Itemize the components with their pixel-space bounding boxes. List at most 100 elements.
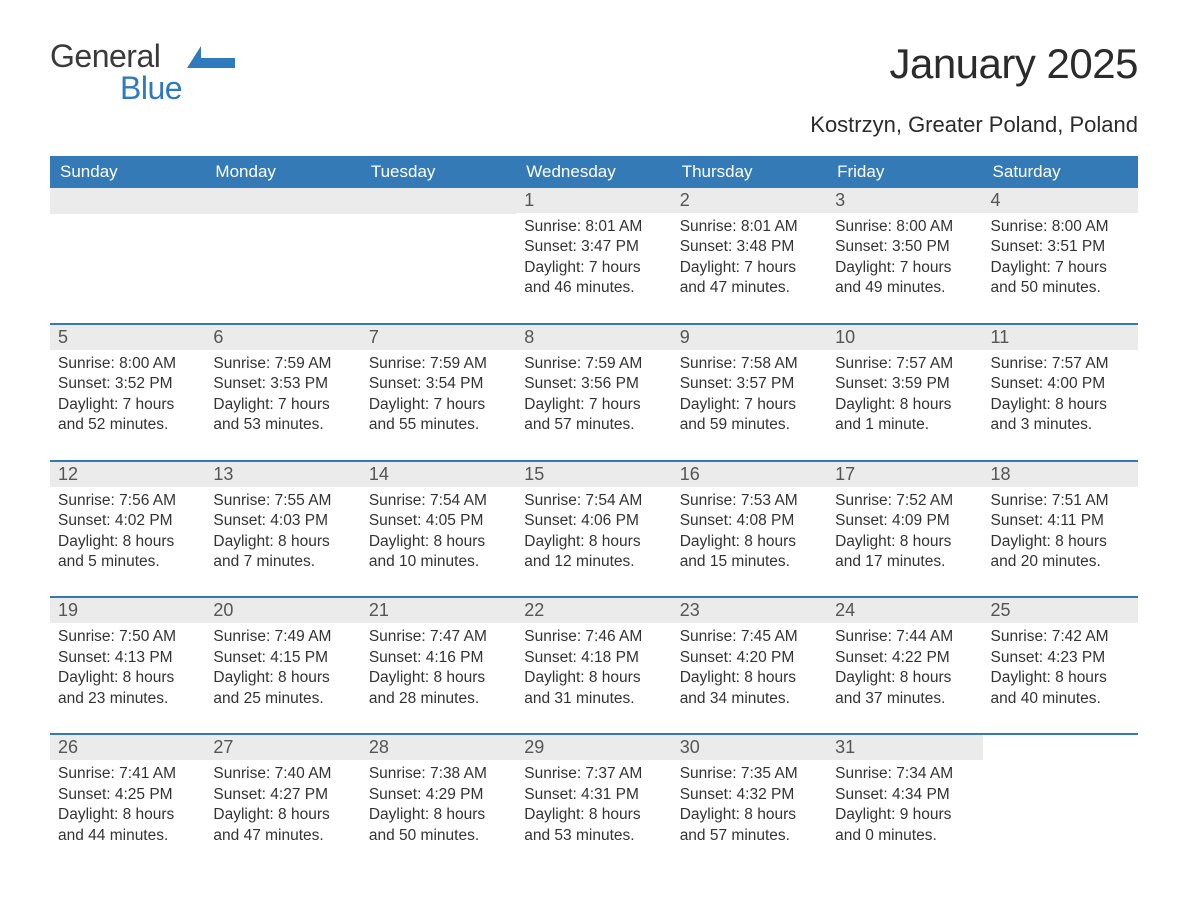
- dayhead-saturday: Saturday: [983, 156, 1138, 188]
- daylight-line1: Daylight: 9 hours: [835, 805, 974, 825]
- day-cell: 29 Sunrise: 7:37 AMSunset: 4:31 PMDayligh…: [516, 735, 671, 854]
- daylight-line1: Daylight: 8 hours: [524, 805, 663, 825]
- dayhead-monday: Monday: [205, 156, 360, 188]
- day-body: Sunrise: 7:59 AMSunset: 3:56 PMDaylight:…: [516, 350, 671, 444]
- daylight-line2: and 0 minutes.: [835, 826, 974, 846]
- daylight-line1: Daylight: 8 hours: [369, 532, 508, 552]
- logo-word-blue: Blue: [120, 70, 182, 106]
- day-number: 10: [827, 325, 982, 350]
- sunrise-text: Sunrise: 7:54 AM: [369, 491, 508, 511]
- day-body: Sunrise: 7:59 AMSunset: 3:53 PMDaylight:…: [205, 350, 360, 444]
- day-body: Sunrise: 7:42 AMSunset: 4:23 PMDaylight:…: [983, 623, 1138, 717]
- sunset-text: Sunset: 3:53 PM: [213, 374, 352, 394]
- dayhead-friday: Friday: [827, 156, 982, 188]
- daylight-line1: Daylight: 8 hours: [524, 668, 663, 688]
- sunrise-text: Sunrise: 7:44 AM: [835, 627, 974, 647]
- daylight-line1: Daylight: 8 hours: [58, 532, 197, 552]
- sunrise-text: Sunrise: 7:54 AM: [524, 491, 663, 511]
- day-cell: 9Sunrise: 7:58 AMSunset: 3:57 PMDaylight…: [672, 325, 827, 444]
- daylight-line1: Daylight: 8 hours: [835, 395, 974, 415]
- day-number: 26: [50, 735, 205, 760]
- sunset-text: Sunset: 4:34 PM: [835, 785, 974, 805]
- sunrise-text: Sunrise: 7:59 AM: [213, 354, 352, 374]
- daylight-line2: and 23 minutes.: [58, 689, 197, 709]
- daylight-line1: Daylight: 8 hours: [991, 395, 1130, 415]
- day-body: Sunrise: 7:59 AMSunset: 3:54 PMDaylight:…: [361, 350, 516, 444]
- daylight-line2: and 40 minutes.: [991, 689, 1130, 709]
- day-number: 14: [361, 462, 516, 487]
- sunset-text: Sunset: 4:16 PM: [369, 648, 508, 668]
- day-number: 21: [361, 598, 516, 623]
- day-body: Sunrise: 7:58 AMSunset: 3:57 PMDaylight:…: [672, 350, 827, 444]
- day-cell: 17Sunrise: 7:52 AMSunset: 4:09 PMDayligh…: [827, 462, 982, 581]
- daylight-line2: and 53 minutes.: [213, 415, 352, 435]
- sunrise-text: Sunrise: 7:37 AM: [524, 764, 663, 784]
- daylight-line2: and 55 minutes.: [369, 415, 508, 435]
- day-body: Sunrise: 7:44 AMSunset: 4:22 PMDaylight:…: [827, 623, 982, 717]
- day-cell: [361, 188, 516, 307]
- daylight-line2: and 34 minutes.: [680, 689, 819, 709]
- sunset-text: Sunset: 4:22 PM: [835, 648, 974, 668]
- sunrise-text: Sunrise: 7:50 AM: [58, 627, 197, 647]
- day-cell: 16Sunrise: 7:53 AMSunset: 4:08 PMDayligh…: [672, 462, 827, 581]
- sunset-text: Sunset: 4:29 PM: [369, 785, 508, 805]
- day-number: 22: [516, 598, 671, 623]
- sunset-text: Sunset: 3:59 PM: [835, 374, 974, 394]
- sunrise-text: Sunrise: 7:57 AM: [991, 354, 1130, 374]
- daylight-line2: and 31 minutes.: [524, 689, 663, 709]
- day-cell: 5Sunrise: 8:00 AMSunset: 3:52 PMDaylight…: [50, 325, 205, 444]
- daylight-line1: Daylight: 8 hours: [991, 668, 1130, 688]
- sunset-text: Sunset: 4:31 PM: [524, 785, 663, 805]
- sunrise-text: Sunrise: 7:57 AM: [835, 354, 974, 374]
- day-cell: 2Sunrise: 8:01 AMSunset: 3:48 PMDaylight…: [672, 188, 827, 307]
- daylight-line2: and 15 minutes.: [680, 552, 819, 572]
- day-body: Sunrise: 7:55 AMSunset: 4:03 PMDaylight:…: [205, 487, 360, 581]
- dayhead-sunday: Sunday: [50, 156, 205, 188]
- sunset-text: Sunset: 4:03 PM: [213, 511, 352, 531]
- daylight-line1: Daylight: 7 hours: [991, 258, 1130, 278]
- sunrise-text: Sunrise: 7:47 AM: [369, 627, 508, 647]
- day-cell: 20Sunrise: 7:49 AMSunset: 4:15 PMDayligh…: [205, 598, 360, 717]
- daylight-line1: Daylight: 7 hours: [524, 258, 663, 278]
- day-body: Sunrise: 7:57 AMSunset: 3:59 PMDaylight:…: [827, 350, 982, 444]
- day-cell: 11Sunrise: 7:57 AMSunset: 4:00 PMDayligh…: [983, 325, 1138, 444]
- sunrise-text: Sunrise: 8:00 AM: [835, 217, 974, 237]
- sunset-text: Sunset: 4:05 PM: [369, 511, 508, 531]
- day-cell: 28Sunrise: 7:38 AMSunset: 4:29 PMDayligh…: [361, 735, 516, 854]
- day-number: 17: [827, 462, 982, 487]
- day-body: Sunrise: 7:56 AMSunset: 4:02 PMDaylight:…: [50, 487, 205, 581]
- day-cell: 18Sunrise: 7:51 AMSunset: 4:11 PMDayligh…: [983, 462, 1138, 581]
- day-number-strip-empty: [50, 188, 205, 214]
- sunset-text: Sunset: 4:20 PM: [680, 648, 819, 668]
- sunset-text: Sunset: 3:48 PM: [680, 237, 819, 257]
- sunrise-text: Sunrise: 8:01 AM: [524, 217, 663, 237]
- week-row: 5Sunrise: 8:00 AMSunset: 3:52 PMDaylight…: [50, 323, 1138, 444]
- day-number: 29: [516, 735, 671, 760]
- sunrise-text: Sunrise: 7:41 AM: [58, 764, 197, 784]
- day-number-strip-empty: [205, 188, 360, 214]
- day-body: Sunrise: 7:40 AMSunset: 4:27 PMDaylight:…: [205, 760, 360, 854]
- day-number: 25: [983, 598, 1138, 623]
- sunset-text: Sunset: 4:27 PM: [213, 785, 352, 805]
- daylight-line1: Daylight: 8 hours: [680, 668, 819, 688]
- dayhead-thursday: Thursday: [672, 156, 827, 188]
- day-body: Sunrise: 8:01 AMSunset: 3:48 PMDaylight:…: [672, 213, 827, 307]
- sunset-text: Sunset: 3:52 PM: [58, 374, 197, 394]
- daylight-line2: and 57 minutes.: [524, 415, 663, 435]
- day-cell: 23Sunrise: 7:45 AMSunset: 4:20 PMDayligh…: [672, 598, 827, 717]
- daylight-line2: and 52 minutes.: [58, 415, 197, 435]
- sunrise-text: Sunrise: 7:40 AM: [213, 764, 352, 784]
- sunset-text: Sunset: 4:08 PM: [680, 511, 819, 531]
- day-body: Sunrise: 7:57 AMSunset: 4:00 PMDaylight:…: [983, 350, 1138, 444]
- sunrise-text: Sunrise: 7:38 AM: [369, 764, 508, 784]
- daylight-line2: and 46 minutes.: [524, 278, 663, 298]
- day-body: Sunrise: 7:52 AMSunset: 4:09 PMDaylight:…: [827, 487, 982, 581]
- sunset-text: Sunset: 4:09 PM: [835, 511, 974, 531]
- dayhead-wednesday: Wednesday: [516, 156, 671, 188]
- day-body: Sunrise: 8:01 AMSunset: 3:47 PMDaylight:…: [516, 213, 671, 307]
- day-cell: [50, 188, 205, 307]
- day-body: Sunrise: 7:51 AMSunset: 4:11 PMDaylight:…: [983, 487, 1138, 581]
- day-cell: 31Sunrise: 7:34 AMSunset: 4:34 PMDayligh…: [827, 735, 982, 854]
- daylight-line1: Daylight: 8 hours: [524, 532, 663, 552]
- day-number: 28: [361, 735, 516, 760]
